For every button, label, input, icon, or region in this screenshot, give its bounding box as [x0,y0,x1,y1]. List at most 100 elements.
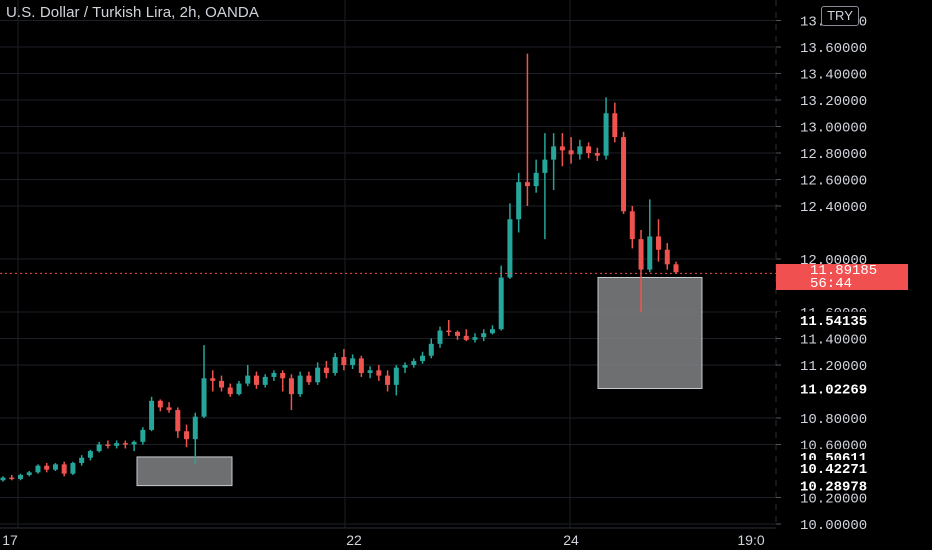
candle-body [629,211,635,240]
candle [140,427,146,445]
candle-body [524,182,530,187]
candle-body [638,239,644,270]
candle-body [437,330,443,344]
level-label: 11.54135 [800,314,867,330]
candle [166,402,172,413]
level-label: 10.28978 [800,480,867,496]
candle [61,461,67,477]
level-label-bg [777,380,932,397]
candle-body [306,375,312,383]
candle [594,147,600,161]
candle [122,440,128,449]
candle [210,370,216,392]
price-tick-label: 12.60000 [800,174,867,190]
grid-lines [0,0,777,529]
candle-body [219,380,225,388]
candle [603,97,609,160]
candle-body [446,330,452,333]
candle-body [463,335,469,340]
candle [481,329,487,342]
candle [385,370,391,392]
candle [489,325,495,335]
candle-body [621,137,627,212]
candle-body [612,113,618,138]
candle [149,396,155,432]
candle [9,474,15,481]
candle-body [376,370,382,376]
candle-body [253,375,259,385]
candle-body [341,357,347,365]
candle-body [87,451,93,458]
time-tick-label: 17 [2,532,18,548]
candle [26,471,32,477]
candle-body [105,444,111,446]
candle [175,407,181,438]
price-tick-label: 12.80000 [800,147,867,163]
candle [184,424,190,448]
candle-body [262,376,268,385]
candle [472,333,478,343]
price-tick-label: 12.40000 [800,200,867,216]
candle [288,374,294,411]
candle-body [227,387,233,395]
candle [586,142,592,159]
candle [52,463,58,471]
candle [332,353,338,376]
candle [621,131,627,214]
candle [358,355,364,377]
current-price-label: 11.89185 [810,263,878,279]
currency-badge[interactable]: TRY [821,6,859,26]
candle [542,133,548,240]
candle-body [542,159,548,173]
candle-body [184,431,190,440]
candle-body [271,372,277,377]
candle-body [122,443,128,445]
level-label-bg [777,459,932,476]
candle-body [551,146,557,160]
candle-body [192,416,198,440]
price-tick-label: 13.20000 [800,94,867,110]
candle [402,362,408,373]
candle [568,137,574,164]
time-axis[interactable]: 17 22 24 19:0 [2,532,765,548]
candle [524,53,530,206]
candle [44,463,50,473]
candle-body [166,407,172,411]
candle [638,229,644,312]
candle [87,449,93,461]
price-tick-label: 13.60000 [800,41,867,57]
candle-body [656,236,662,250]
candle [192,412,198,465]
candle [533,159,539,193]
candle [297,371,303,397]
candle [551,133,557,191]
price-tick-label: 10.80000 [800,412,867,428]
candle [367,366,373,379]
candle-body [603,113,609,156]
candle-body [367,370,373,373]
candle [245,365,251,387]
candle-body [673,264,679,273]
price-tick-label: 13.00000 [800,121,867,137]
candle-body [236,383,242,395]
candle-body [70,463,76,474]
candle-body [481,333,487,338]
symbol-title[interactable]: U.S. Dollar / Turkish Lira, 2h, OANDA [6,4,259,21]
candle [236,380,242,396]
candle [656,219,662,262]
candle-body [315,367,321,383]
candle-body [149,400,155,430]
candle [306,371,312,385]
candle-body [533,172,539,187]
candle-body [0,477,6,481]
candle [219,375,225,392]
price-tick-label: 10.00000 [800,518,867,534]
price-tick-label: 10.20000 [800,492,867,508]
current-price-badge: 11.89185 56:44 [776,263,908,291]
candle-body [472,337,478,340]
demand-zones [136,276,703,487]
candle [612,102,618,143]
candle [70,461,76,475]
time-tick-label: 22 [346,532,362,548]
candle [35,464,41,474]
